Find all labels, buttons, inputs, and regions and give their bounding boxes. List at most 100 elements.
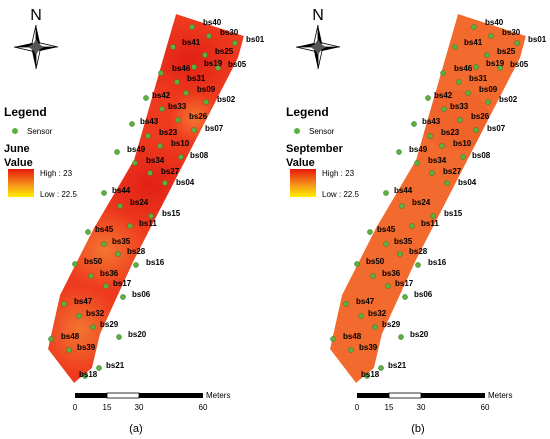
sensor-marker xyxy=(425,95,431,101)
sensor-label: bs49 xyxy=(409,145,428,154)
sensor-label: bs28 xyxy=(409,247,428,256)
sensor-marker xyxy=(484,52,490,58)
sensor-marker xyxy=(215,65,221,71)
sensor-label: bs07 xyxy=(205,124,224,133)
sensor-marker xyxy=(514,40,520,46)
sensor-label: bs04 xyxy=(458,178,477,187)
sensor-marker xyxy=(103,283,109,289)
sensor-label: bs21 xyxy=(106,361,125,370)
sensor-label: bs15 xyxy=(444,209,463,218)
sensor-label: bs31 xyxy=(469,74,488,83)
sensor-marker xyxy=(206,33,212,39)
sensor-marker xyxy=(174,79,180,85)
sensor-label: bs45 xyxy=(377,225,396,234)
sensor-marker xyxy=(370,273,376,279)
sensor-marker xyxy=(88,273,94,279)
sensor-marker xyxy=(157,143,163,149)
scale-tick: 0 xyxy=(355,403,360,412)
sensor-label: bs43 xyxy=(140,117,159,126)
sensor-marker xyxy=(48,336,54,342)
sensor-marker xyxy=(452,44,458,50)
sensor-label: bs07 xyxy=(487,124,506,133)
sensor-marker xyxy=(397,251,403,257)
sensor-label: bs30 xyxy=(220,28,239,37)
sensor-marker xyxy=(411,121,417,127)
low-label: Low : 22.5 xyxy=(40,190,77,199)
sensor-label: bs09 xyxy=(479,85,498,94)
sensor-label: bs42 xyxy=(434,91,453,100)
sensor-marker xyxy=(383,190,389,196)
sensor-label: bs05 xyxy=(510,60,529,69)
sensor-marker xyxy=(465,90,471,96)
scale-bar: Meters 0 15 30 60 xyxy=(355,391,513,412)
sensor-legend-icon xyxy=(294,128,300,134)
sensor-label: bs47 xyxy=(356,297,375,306)
sensor-label: bs48 xyxy=(61,332,80,341)
sensor-label: bs33 xyxy=(168,102,187,111)
sensor-marker xyxy=(183,90,189,96)
sensor-label: bs17 xyxy=(395,279,414,288)
sensor-marker xyxy=(115,251,121,257)
sensor-label: bs44 xyxy=(112,186,131,195)
warm-zone xyxy=(420,90,490,150)
sensor-marker xyxy=(147,170,153,176)
sensor-label: bs48 xyxy=(343,332,362,341)
sensor-marker xyxy=(159,106,165,112)
sensor-label: bs20 xyxy=(410,330,429,339)
scale-tick: 30 xyxy=(135,403,144,412)
sensor-label: bs43 xyxy=(422,117,441,126)
sensor-label: bs27 xyxy=(161,167,180,176)
sensor-label: bs08 xyxy=(472,151,491,160)
sensor-label: bs23 xyxy=(159,128,178,137)
sensor-label: bs32 xyxy=(86,309,105,318)
scale-tick: 60 xyxy=(199,403,208,412)
sensor-marker xyxy=(396,149,402,155)
sensor-label: bs41 xyxy=(182,38,201,47)
sensor-marker xyxy=(96,365,102,371)
sensor-label: bs46 xyxy=(454,64,473,73)
sensor-marker xyxy=(162,180,168,186)
sensor-marker xyxy=(232,40,238,46)
sensor-label: bs39 xyxy=(77,343,96,352)
sensor-marker xyxy=(116,334,122,340)
sensor-marker xyxy=(414,160,420,166)
sensor-label: bs16 xyxy=(428,258,447,267)
sensor-label: bs27 xyxy=(443,167,462,176)
sensor-label: bs41 xyxy=(464,38,483,47)
sensor-label: bs28 xyxy=(127,247,146,256)
sensor-label: bs39 xyxy=(359,343,378,352)
scale-unit: Meters xyxy=(206,391,230,400)
sensor-marker xyxy=(488,33,494,39)
value-label: Value xyxy=(4,157,33,169)
scale-tick: 30 xyxy=(417,403,426,412)
legend: Legend Sensor September Value High : 23 … xyxy=(286,105,359,199)
sensor-label: bs18 xyxy=(361,370,380,379)
sensor-label: bs19 xyxy=(204,59,223,68)
sensor-marker xyxy=(170,44,176,50)
sensor-marker xyxy=(132,160,138,166)
sensor-label: bs36 xyxy=(100,269,119,278)
sensor-marker xyxy=(82,373,88,379)
sensor-label: bs01 xyxy=(246,35,265,44)
sensor-label: bs17 xyxy=(113,279,132,288)
sensor-marker xyxy=(202,52,208,58)
sensor-marker xyxy=(348,347,354,353)
sensor-marker xyxy=(497,65,503,71)
sensor-label: bs11 xyxy=(139,219,157,228)
sensor-marker xyxy=(191,64,197,70)
high-label: High : 23 xyxy=(40,169,73,178)
sensor-label: bs23 xyxy=(441,128,460,137)
sensor-marker xyxy=(203,99,209,105)
sensor-marker xyxy=(460,154,466,160)
sensor-label: bs34 xyxy=(146,156,165,165)
legend-title: Legend xyxy=(286,105,329,119)
sensor-marker xyxy=(354,261,360,267)
sensor-label: bs40 xyxy=(203,18,222,27)
sensor-marker xyxy=(101,241,107,247)
sensor-marker xyxy=(114,149,120,155)
sensor-label: bs50 xyxy=(366,257,385,266)
month-label: June xyxy=(4,143,30,155)
sensor-marker xyxy=(72,261,78,267)
sensor-marker xyxy=(398,334,404,340)
sensor-marker xyxy=(409,223,415,229)
